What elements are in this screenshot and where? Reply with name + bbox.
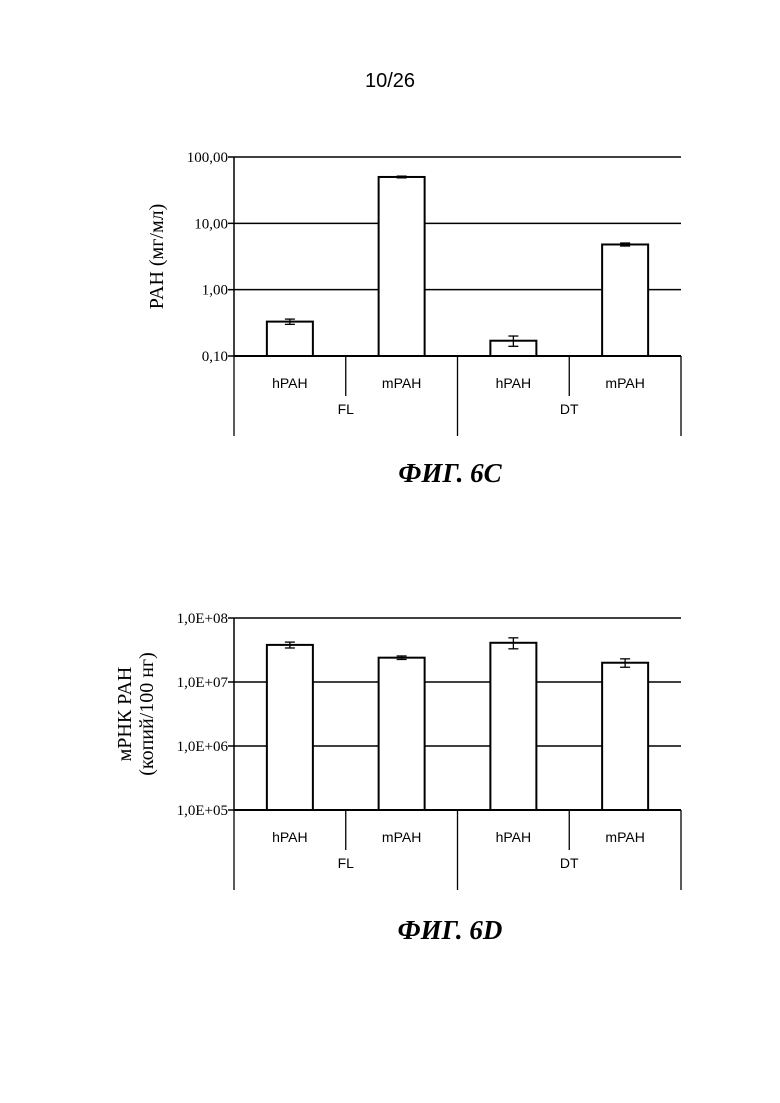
bar-hpah (490, 643, 536, 810)
bar-mpah (379, 658, 425, 810)
category-label: hPAH (272, 829, 308, 845)
y-axis-label: мРНК PAH (114, 667, 136, 762)
category-label: mPAH (382, 829, 421, 845)
y-axis-label: (копий/100 нг) (136, 652, 158, 776)
category-label: mPAH (605, 829, 644, 845)
bar-hpah (267, 645, 313, 810)
group-label: DT (560, 855, 579, 871)
bar-mpah (602, 663, 648, 810)
figure-caption-6d: ФИГ. 6D (300, 915, 600, 946)
group-label: FL (338, 855, 355, 871)
y-tick-label: 1,0E+08 (177, 611, 228, 627)
y-tick-label: 1,0E+07 (177, 675, 229, 691)
category-label: hPAH (496, 829, 532, 845)
y-tick-label: 1,0E+05 (177, 803, 228, 819)
y-tick-label: 1,0E+06 (177, 739, 229, 755)
